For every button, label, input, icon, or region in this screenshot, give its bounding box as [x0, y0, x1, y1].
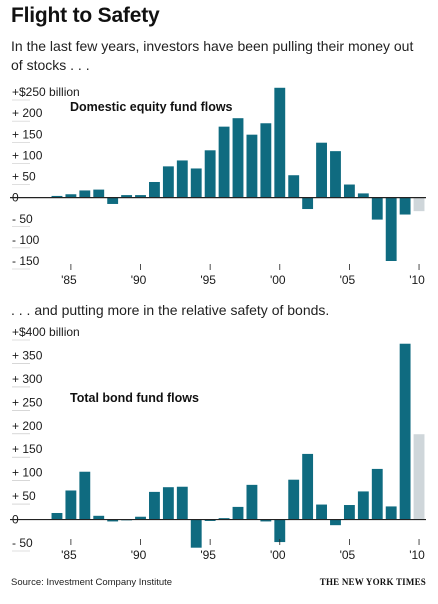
equity-bar — [385, 197, 397, 261]
equity-bar — [316, 142, 327, 198]
bond-bar — [218, 518, 230, 520]
bond-bar — [260, 519, 272, 522]
equity-bar — [204, 150, 216, 198]
bond-section-subtitle: . . . and putting more in the relative s… — [11, 302, 330, 318]
equity-bar — [260, 123, 272, 198]
equity-bar — [176, 160, 188, 198]
bond-x-tick-label: '00 — [270, 548, 286, 562]
equity-bar — [93, 189, 105, 198]
bond-bar — [204, 519, 216, 521]
bond-y-tick-label: + 100 — [12, 466, 43, 480]
bond-bar — [330, 519, 341, 526]
credit-line: THE NEW YORK TIMES — [319, 577, 426, 587]
equity-bar — [343, 184, 355, 198]
equity-y-tick-label: + 50 — [12, 170, 36, 184]
bond-bar — [232, 506, 244, 520]
equity-bar — [330, 151, 341, 198]
bond-bar — [107, 519, 119, 522]
bond-bar — [385, 506, 397, 520]
equity-y-tick-label: + 150 — [12, 127, 43, 141]
equity-x-tick-label: '90 — [131, 273, 147, 287]
bond-chart-title: Total bond fund flows — [70, 391, 199, 405]
equity-x-tick-label: '00 — [270, 273, 286, 287]
equity-bar — [288, 175, 300, 198]
equity-bar — [190, 168, 202, 198]
equity-bar — [413, 197, 425, 212]
bond-fund-flows-chart: +$400 billion + 350 + 300 + 250 + 200 + 150 + … — [10, 325, 426, 562]
equity-y-tick-label: - 150 — [12, 254, 40, 268]
bond-bar — [162, 487, 174, 520]
bond-bar — [413, 434, 425, 520]
bond-bar — [316, 504, 327, 520]
bond-x-tick-label: '05 — [340, 548, 356, 562]
bond-bar — [343, 505, 355, 520]
equity-bar — [357, 193, 369, 198]
bond-y-tick-label: + 150 — [12, 442, 43, 456]
source-note: Source: Investment Company Institute — [11, 577, 173, 588]
equity-y-tick-label: - 50 — [12, 212, 33, 226]
equity-bar — [218, 126, 230, 198]
bond-bar — [274, 519, 286, 543]
equity-bar — [274, 87, 286, 198]
bond-x-tick-label: '95 — [200, 548, 216, 562]
equity-bar — [399, 197, 411, 215]
bond-y-tick-label: - 50 — [12, 536, 33, 550]
equity-bar — [149, 181, 160, 198]
equity-y-tick-label: + 100 — [12, 148, 43, 162]
bond-bar — [371, 468, 383, 520]
equity-bar — [246, 134, 258, 198]
bond-bar — [93, 515, 105, 520]
bond-bar — [176, 486, 188, 520]
equity-x-tick-label: '10 — [409, 273, 425, 287]
equity-fund-flows-chart: +$250 billion+ 200+ 150+ 100+ 500- 50- 1… — [10, 85, 426, 287]
equity-bar — [302, 197, 314, 210]
graphic-subtitle: In the last few years, investors have be… — [11, 38, 414, 73]
graphic-title: Flight to Safety — [11, 4, 160, 27]
bond-bar — [65, 490, 77, 520]
bond-y-tick-label: + 50 — [12, 489, 36, 503]
bond-x-tick-label: '10 — [409, 548, 425, 562]
bond-bar — [79, 471, 91, 520]
bond-bar — [135, 516, 146, 520]
equity-bar — [162, 166, 174, 198]
bond-bar — [357, 491, 369, 520]
bond-bar — [51, 512, 63, 520]
equity-bar — [121, 195, 133, 198]
bond-x-tick-label: '90 — [131, 548, 147, 562]
equity-y-tick-label: - 100 — [12, 233, 40, 247]
bond-bar — [190, 519, 202, 548]
bond-bar — [399, 343, 411, 520]
equity-bar — [79, 190, 91, 198]
equity-bar — [232, 118, 244, 198]
bond-y-tick-label: + 350 — [12, 348, 43, 362]
bond-bar — [302, 453, 314, 520]
equity-bar — [371, 197, 383, 220]
bond-y-tick-label: + 250 — [12, 395, 43, 409]
equity-bar — [65, 194, 77, 198]
equity-bar — [107, 197, 119, 204]
equity-x-tick-label: '05 — [340, 273, 356, 287]
equity-chart-title: Domestic equity fund flows — [70, 100, 233, 114]
bond-bar — [149, 491, 160, 520]
bond-bar — [246, 484, 258, 520]
bond-y-tick-label: +$400 billion — [12, 325, 80, 339]
equity-bar — [135, 195, 146, 198]
equity-bar — [51, 195, 63, 198]
bond-y-tick-label: + 300 — [12, 372, 43, 386]
equity-x-tick-label: '85 — [61, 273, 77, 287]
equity-x-tick-label: '95 — [200, 273, 216, 287]
equity-y-tick-label: +$250 billion — [12, 85, 80, 99]
equity-y-tick-label: + 200 — [12, 106, 43, 120]
bond-y-tick-label: + 200 — [12, 419, 43, 433]
bond-bar — [288, 479, 300, 520]
bond-x-tick-label: '85 — [61, 548, 77, 562]
